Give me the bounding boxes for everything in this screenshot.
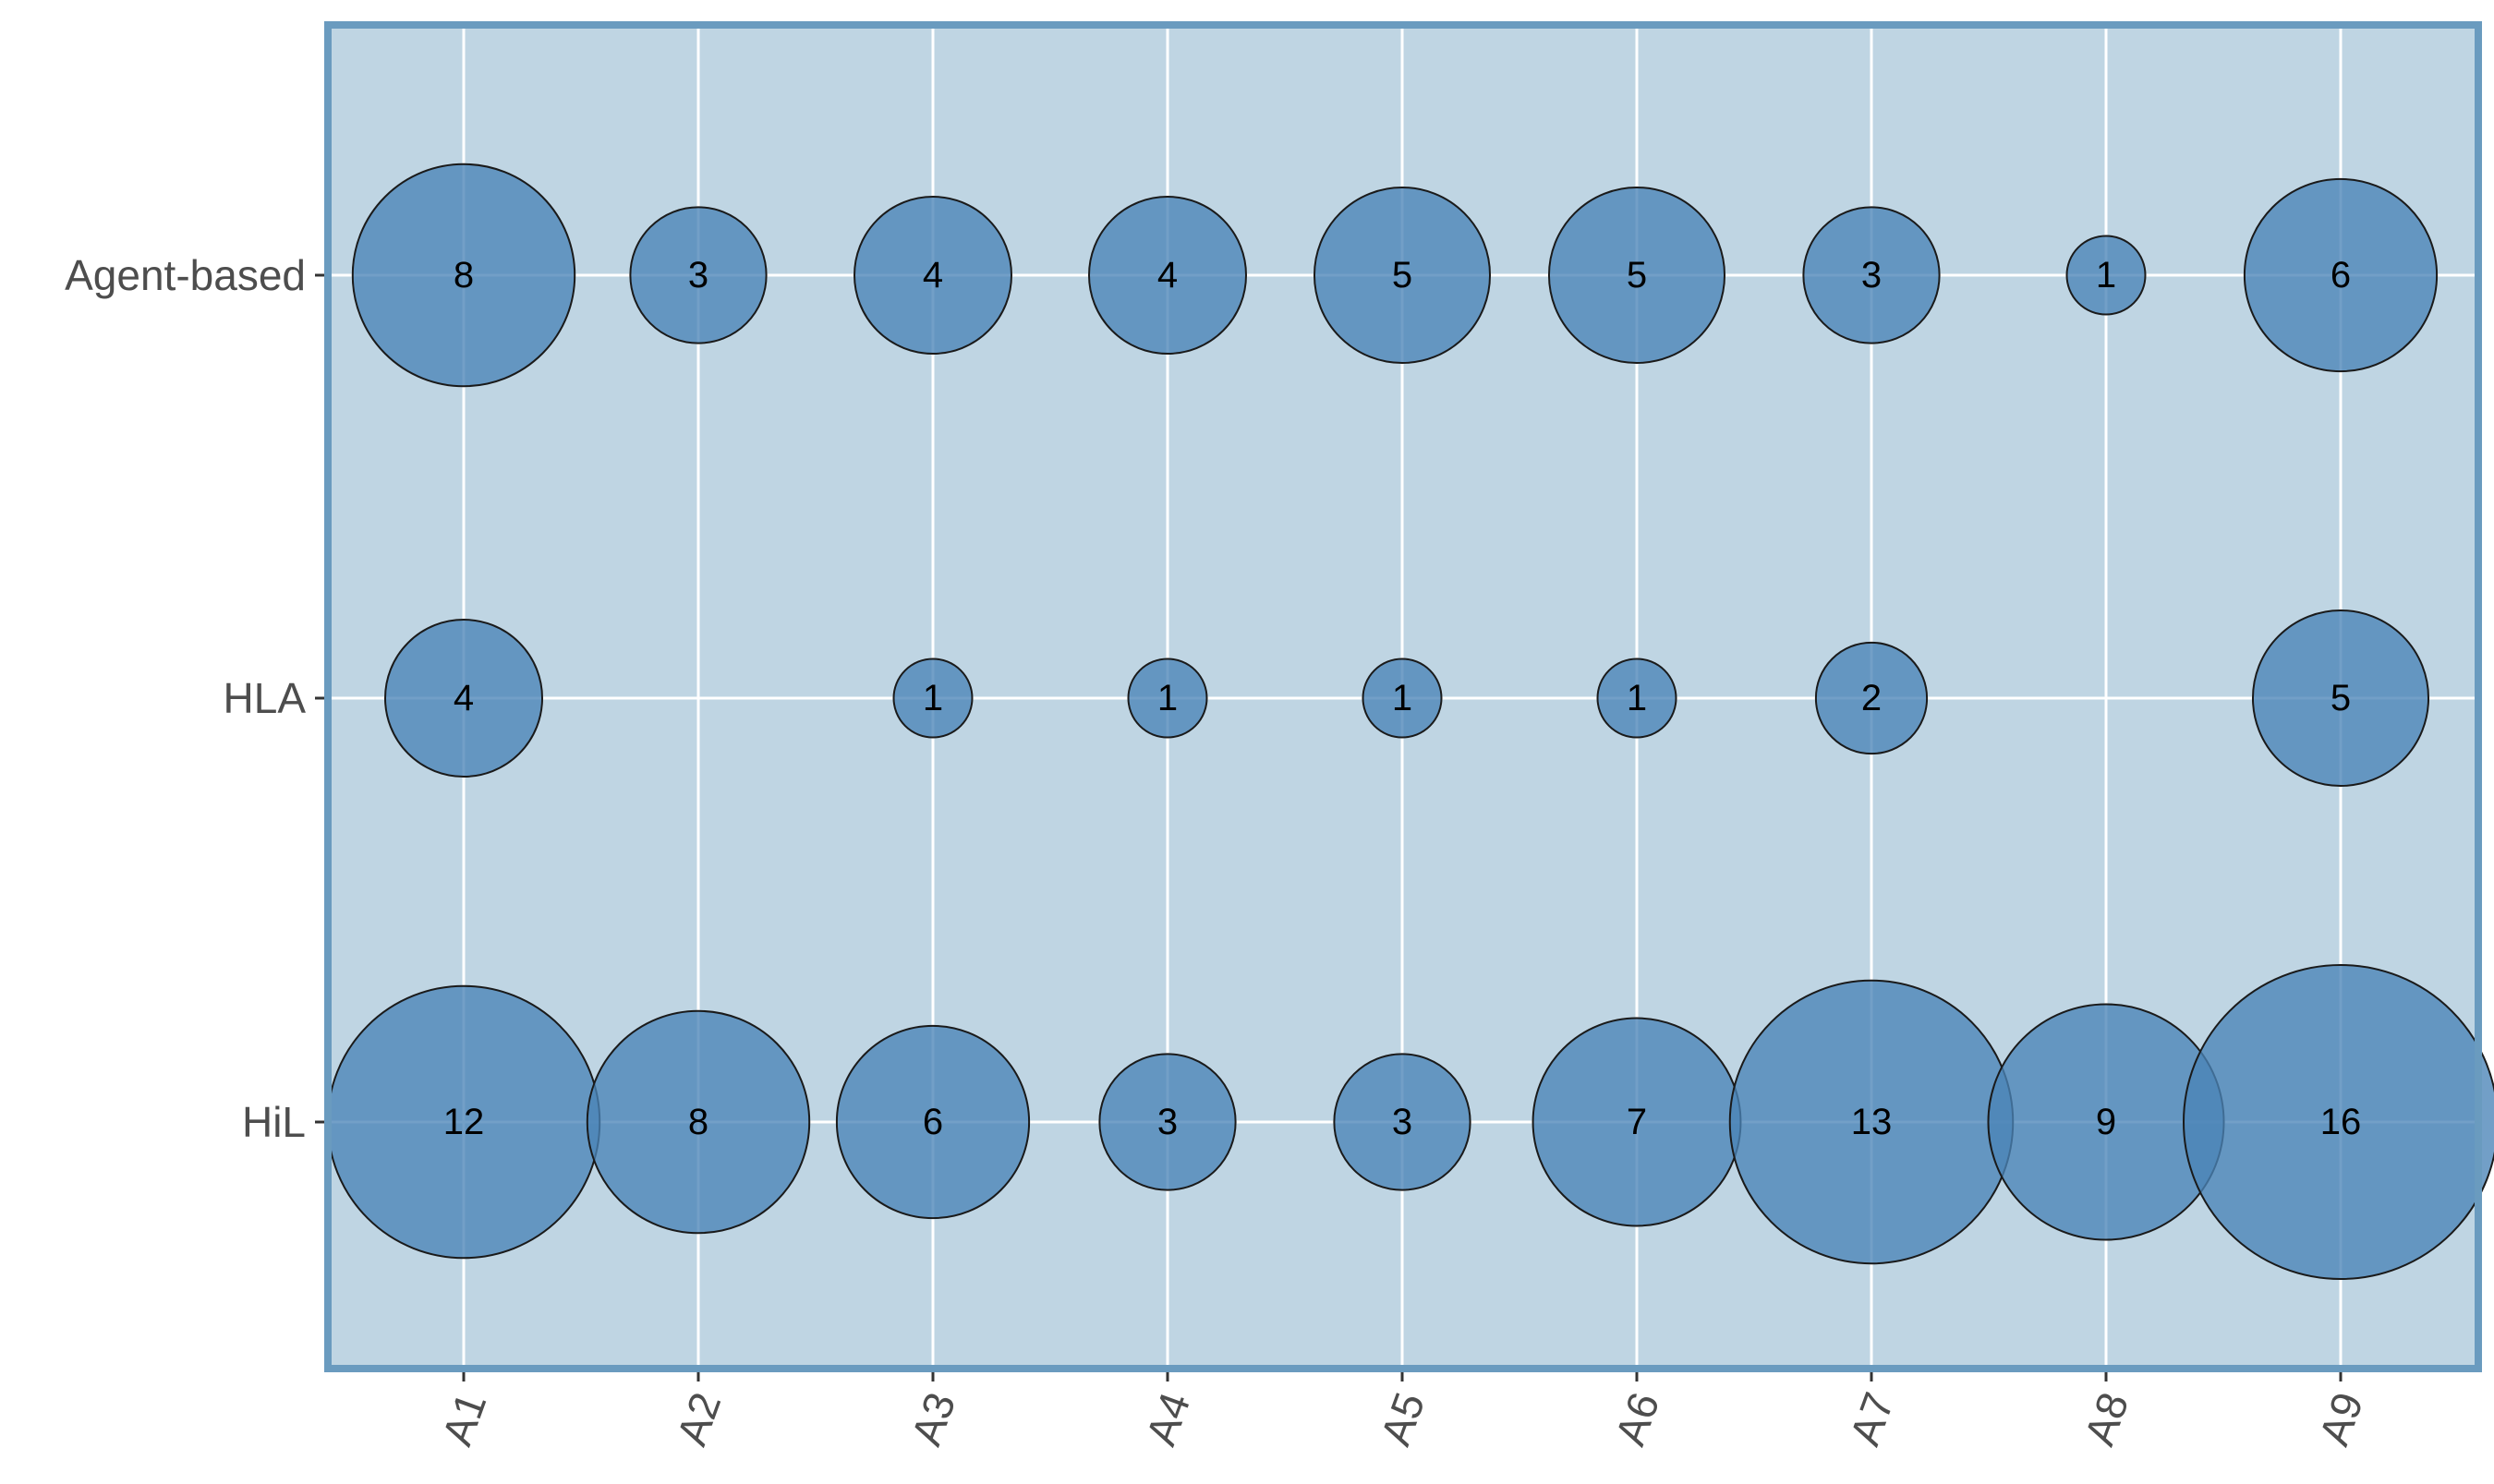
value-label-agent-based-a2: 3 xyxy=(688,255,708,296)
bubble-hil-a4 xyxy=(1098,1053,1237,1191)
value-label-agent-based-a9: 6 xyxy=(2331,255,2351,296)
bubble-hla-a5 xyxy=(1362,658,1443,739)
value-label-agent-based-a4: 4 xyxy=(1157,255,1178,296)
bubble-agent-based-a7 xyxy=(1802,206,1941,344)
value-label-hla-a6: 1 xyxy=(1627,678,1647,718)
bubble-hla-a7 xyxy=(1814,641,1929,755)
bubble-agent-based-a1 xyxy=(351,163,576,388)
value-label-hil-a7: 13 xyxy=(1851,1102,1893,1142)
value-label-agent-based-a5: 5 xyxy=(1392,255,1412,296)
value-label-agent-based-a3: 4 xyxy=(923,255,943,296)
x-tick-label-a8: A8 xyxy=(2075,1386,2137,1452)
bubble-hil-a2 xyxy=(586,1009,811,1235)
bubble-agent-based-a8 xyxy=(2065,235,2147,316)
value-label-hil-a5: 3 xyxy=(1392,1102,1412,1142)
value-label-agent-based-a8: 1 xyxy=(2096,255,2116,296)
value-label-hla-a4: 1 xyxy=(1157,678,1178,718)
bubble-agent-based-a5 xyxy=(1313,186,1492,365)
value-label-agent-based-a1: 8 xyxy=(454,255,474,296)
y-tick-label-hil: HiL xyxy=(242,1098,306,1146)
bubble-agent-based-a2 xyxy=(629,206,768,344)
x-tick-label-a1: A1 xyxy=(432,1386,495,1452)
value-label-hla-a7: 2 xyxy=(1861,678,1882,718)
value-label-hil-a4: 3 xyxy=(1157,1102,1178,1142)
value-label-hla-a9: 5 xyxy=(2331,678,2351,718)
value-label-hla-a3: 1 xyxy=(923,678,943,718)
bubble-hil-a9 xyxy=(2183,964,2494,1280)
value-label-hil-a3: 6 xyxy=(923,1102,943,1142)
bubble-hil-a3 xyxy=(835,1024,1031,1220)
x-tick-label-a7: A7 xyxy=(1840,1386,1903,1452)
bubble-hla-a4 xyxy=(1127,658,1208,739)
bubble-agent-based-a9 xyxy=(2243,177,2439,373)
bubble-hla-a6 xyxy=(1596,658,1677,739)
value-label-hil-a1: 12 xyxy=(443,1102,485,1142)
y-axis: Agent-based HLA HiL xyxy=(65,251,324,1146)
bubble-hla-a3 xyxy=(892,658,974,739)
y-tick-label-agent-based: Agent-based xyxy=(65,251,306,299)
y-tick-label-hla: HLA xyxy=(224,674,307,722)
plot-panel-border xyxy=(324,21,2482,1372)
value-label-hil-a2: 8 xyxy=(688,1102,708,1142)
bubble-hla-a9 xyxy=(2251,609,2430,788)
bubble-agent-based-a6 xyxy=(1547,186,1726,365)
x-tick-label-a6: A6 xyxy=(1605,1386,1668,1452)
bubble-hla-a1 xyxy=(384,619,543,778)
x-tick-label-a5: A5 xyxy=(1371,1386,1434,1452)
x-tick-label-a3: A3 xyxy=(902,1386,964,1452)
value-label-hil-a6: 7 xyxy=(1627,1102,1647,1142)
x-tick-label-a9: A9 xyxy=(2309,1386,2372,1452)
x-tick-label-a2: A2 xyxy=(667,1386,730,1452)
value-label-agent-based-a6: 5 xyxy=(1627,255,1647,296)
value-label-hil-a9: 16 xyxy=(2320,1102,2362,1142)
value-label-hil-a8: 9 xyxy=(2096,1102,2116,1142)
x-axis: A1 A2 A3 A4 A5 A6 A7 A8 A9 xyxy=(432,1372,2372,1452)
bubble-agent-based-a3 xyxy=(854,196,1012,355)
bubble-labels: 8 3 4 4 5 5 3 1 64 1 1 1 1 2 512 8 6 3 3 7 13 9 16 xyxy=(443,255,2362,1142)
value-label-hla-a5: 1 xyxy=(1392,678,1412,718)
value-label-agent-based-a7: 3 xyxy=(1861,255,1882,296)
value-label-hla-a1: 4 xyxy=(454,678,474,718)
bubbles xyxy=(326,163,2494,1280)
x-tick-label-a4: A4 xyxy=(1136,1386,1199,1452)
bubble-hil-a5 xyxy=(1333,1053,1471,1191)
bubble-agent-based-a4 xyxy=(1088,196,1247,355)
